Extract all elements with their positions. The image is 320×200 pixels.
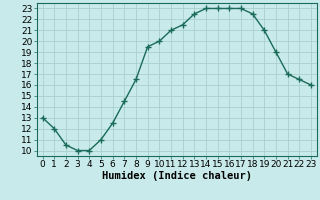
X-axis label: Humidex (Indice chaleur): Humidex (Indice chaleur): [102, 171, 252, 181]
